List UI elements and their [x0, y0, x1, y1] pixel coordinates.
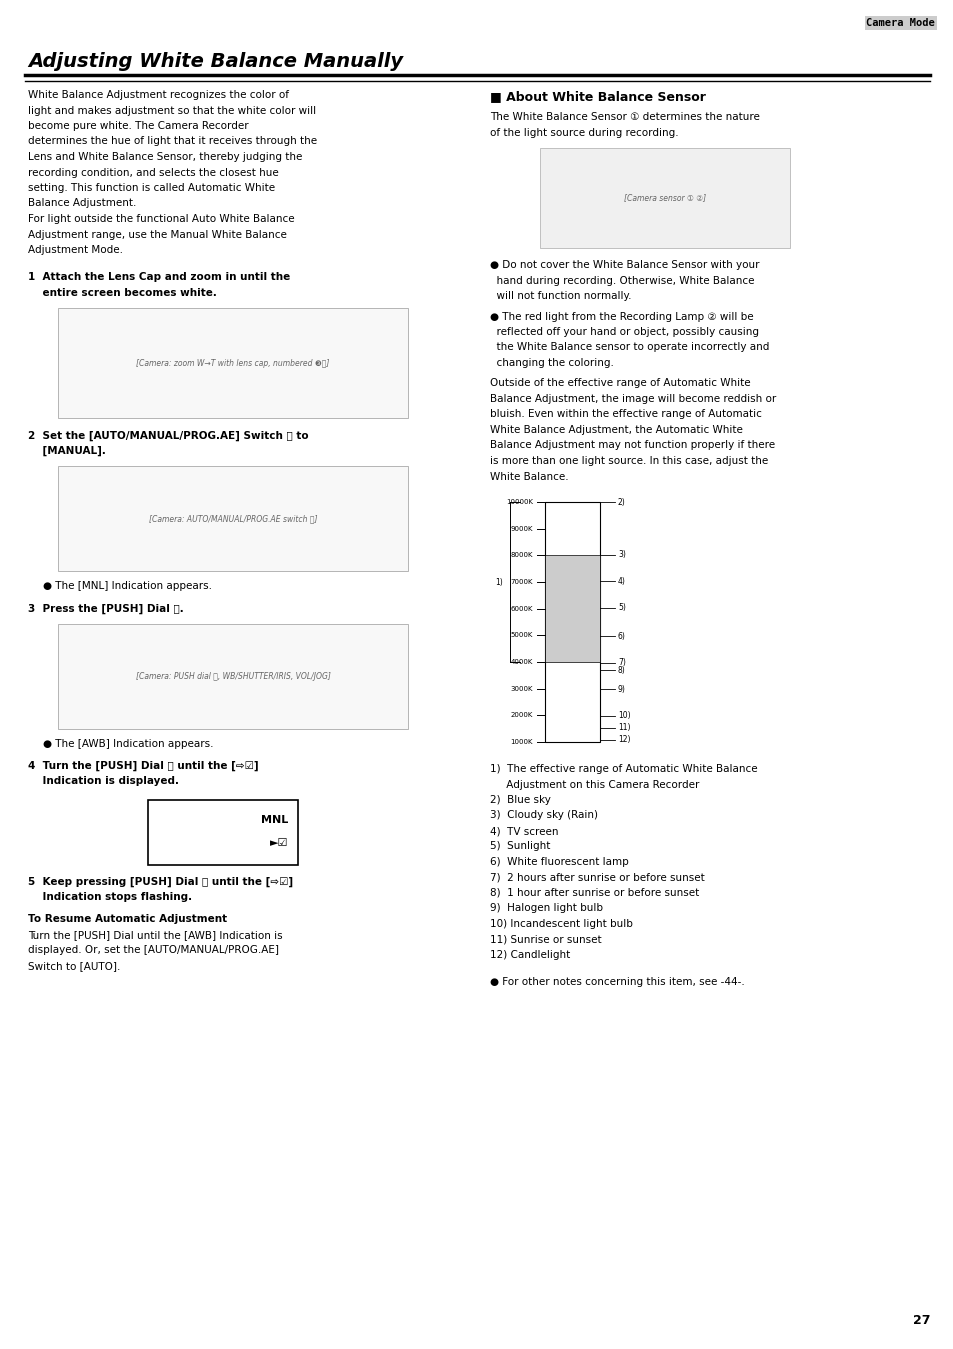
- Text: [Camera: zoom W→T with lens cap, numbered ❸⓪]: [Camera: zoom W→T with lens cap, numbere…: [136, 359, 330, 368]
- Text: Balance Adjustment may not function properly if there: Balance Adjustment may not function prop…: [490, 441, 774, 451]
- Text: 10) Incandescent light bulb: 10) Incandescent light bulb: [490, 919, 632, 929]
- Text: light and makes adjustment so that the white color will: light and makes adjustment so that the w…: [28, 105, 315, 116]
- Text: [Camera sensor ① ②]: [Camera sensor ① ②]: [623, 193, 705, 202]
- Text: 4): 4): [618, 577, 625, 585]
- Bar: [544, 502, 599, 742]
- Bar: [58, 625, 408, 728]
- Text: bluish. Even within the effective range of Automatic: bluish. Even within the effective range …: [490, 410, 761, 420]
- Text: Switch to [AUTO].: Switch to [AUTO].: [28, 960, 120, 971]
- Text: become pure white. The Camera Recorder: become pure white. The Camera Recorder: [28, 121, 249, 131]
- Text: 6): 6): [618, 631, 625, 641]
- Text: 8)  1 hour after sunrise or before sunset: 8) 1 hour after sunrise or before sunset: [490, 888, 699, 898]
- Text: Adjustment Mode.: Adjustment Mode.: [28, 246, 123, 255]
- Text: 7): 7): [618, 658, 625, 668]
- Text: 12) Candlelight: 12) Candlelight: [490, 950, 570, 960]
- Text: 4  Turn the [PUSH] Dial ⓓ until the [⇨☑]: 4 Turn the [PUSH] Dial ⓓ until the [⇨☑]: [28, 761, 258, 772]
- Text: ● The [MNL] Indication appears.: ● The [MNL] Indication appears.: [43, 581, 212, 591]
- Text: Outside of the effective range of Automatic White: Outside of the effective range of Automa…: [490, 379, 750, 389]
- Text: 3000K: 3000K: [510, 685, 533, 692]
- Text: ■ About White Balance Sensor: ■ About White Balance Sensor: [490, 90, 705, 103]
- Text: 5): 5): [618, 603, 625, 612]
- Text: recording condition, and selects the closest hue: recording condition, and selects the clo…: [28, 167, 278, 178]
- Text: 3)  Cloudy sky (Rain): 3) Cloudy sky (Rain): [490, 811, 598, 820]
- Text: ● For other notes concerning this item, see -44-.: ● For other notes concerning this item, …: [490, 978, 744, 987]
- Text: Turn the [PUSH] Dial until the [AWB] Indication is: Turn the [PUSH] Dial until the [AWB] Ind…: [28, 929, 282, 940]
- Text: Balance Adjustment.: Balance Adjustment.: [28, 198, 136, 209]
- Text: White Balance Adjustment recognizes the color of: White Balance Adjustment recognizes the …: [28, 90, 289, 100]
- Text: 5)  Sunlight: 5) Sunlight: [490, 842, 550, 851]
- Text: 7000K: 7000K: [510, 579, 533, 585]
- Text: 12): 12): [618, 735, 630, 745]
- Bar: [539, 148, 789, 248]
- Text: ● Do not cover the White Balance Sensor with your: ● Do not cover the White Balance Sensor …: [490, 260, 759, 270]
- Text: 3  Press the [PUSH] Dial ⓓ.: 3 Press the [PUSH] Dial ⓓ.: [28, 603, 184, 614]
- Text: 4000K: 4000K: [510, 660, 533, 665]
- Text: Adjusting White Balance Manually: Adjusting White Balance Manually: [28, 53, 403, 71]
- Text: MNL: MNL: [260, 815, 288, 826]
- Text: the White Balance sensor to operate incorrectly and: the White Balance sensor to operate inco…: [490, 343, 768, 352]
- Bar: [58, 309, 408, 418]
- Text: [Camera: AUTO/MANUAL/PROG.AE switch ⓮]: [Camera: AUTO/MANUAL/PROG.AE switch ⓮]: [149, 514, 317, 523]
- Text: Adjustment range, use the Manual White Balance: Adjustment range, use the Manual White B…: [28, 229, 287, 240]
- Text: determines the hue of light that it receives through the: determines the hue of light that it rece…: [28, 136, 316, 147]
- Text: 1): 1): [495, 577, 502, 587]
- Text: is more than one light source. In this case, adjust the: is more than one light source. In this c…: [490, 456, 767, 465]
- Text: [Camera: PUSH dial ⓮, WB/SHUTTER/IRIS, VOL/JOG]: [Camera: PUSH dial ⓮, WB/SHUTTER/IRIS, V…: [135, 672, 330, 681]
- Text: White Balance Adjustment, the Automatic White: White Balance Adjustment, the Automatic …: [490, 425, 742, 434]
- Text: hand during recording. Otherwise, White Balance: hand during recording. Otherwise, White …: [490, 275, 754, 286]
- Text: 1)  The effective range of Automatic White Balance: 1) The effective range of Automatic Whit…: [490, 764, 757, 774]
- Text: 11) Sunrise or sunset: 11) Sunrise or sunset: [490, 935, 601, 944]
- Text: 2  Set the [AUTO/MANUAL/PROG.AE] Switch ⓕ to: 2 Set the [AUTO/MANUAL/PROG.AE] Switch ⓕ…: [28, 430, 309, 441]
- Text: Camera Mode: Camera Mode: [865, 18, 934, 28]
- Text: 2000K: 2000K: [510, 712, 533, 718]
- Text: Indication stops flashing.: Indication stops flashing.: [28, 893, 192, 902]
- Text: 9)  Halogen light bulb: 9) Halogen light bulb: [490, 904, 602, 913]
- Text: reflected off your hand or object, possibly causing: reflected off your hand or object, possi…: [490, 326, 759, 337]
- Text: White Balance.: White Balance.: [490, 472, 568, 482]
- Text: 3): 3): [618, 550, 625, 560]
- Text: 6)  White fluorescent lamp: 6) White fluorescent lamp: [490, 857, 628, 867]
- Text: 9): 9): [618, 685, 625, 693]
- Text: Adjustment on this Camera Recorder: Adjustment on this Camera Recorder: [490, 780, 699, 789]
- Bar: [58, 467, 408, 572]
- Text: [MANUAL].: [MANUAL].: [28, 447, 106, 456]
- Text: 11): 11): [618, 723, 630, 733]
- Text: 6000K: 6000K: [510, 606, 533, 611]
- Text: 10): 10): [618, 711, 630, 720]
- Text: Balance Adjustment, the image will become reddish or: Balance Adjustment, the image will becom…: [490, 394, 776, 403]
- Text: ►☑: ►☑: [269, 838, 288, 849]
- Text: displayed. Or, set the [AUTO/MANUAL/PROG.AE]: displayed. Or, set the [AUTO/MANUAL/PROG…: [28, 946, 278, 955]
- Bar: [544, 556, 599, 662]
- Text: For light outside the functional Auto White Balance: For light outside the functional Auto Wh…: [28, 214, 294, 224]
- Text: 8): 8): [618, 665, 625, 674]
- Text: 8000K: 8000K: [510, 552, 533, 558]
- Text: 9000K: 9000K: [510, 526, 533, 532]
- Text: Indication is displayed.: Indication is displayed.: [28, 777, 179, 786]
- Text: ● The [AWB] Indication appears.: ● The [AWB] Indication appears.: [43, 739, 213, 749]
- Bar: [148, 800, 297, 865]
- Text: Lens and White Balance Sensor, thereby judging the: Lens and White Balance Sensor, thereby j…: [28, 152, 302, 162]
- Text: 7)  2 hours after sunrise or before sunset: 7) 2 hours after sunrise or before sunse…: [490, 873, 704, 882]
- Text: will not function normally.: will not function normally.: [490, 291, 631, 301]
- Text: 10000K: 10000K: [505, 499, 533, 505]
- Text: 5  Keep pressing [PUSH] Dial ⓓ until the [⇨☑]: 5 Keep pressing [PUSH] Dial ⓓ until the …: [28, 877, 293, 888]
- Text: of the light source during recording.: of the light source during recording.: [490, 128, 678, 138]
- Text: 4)  TV screen: 4) TV screen: [490, 826, 558, 836]
- Text: ● The red light from the Recording Lamp ② will be: ● The red light from the Recording Lamp …: [490, 312, 753, 321]
- Text: 2)  Blue sky: 2) Blue sky: [490, 795, 550, 805]
- Text: entire screen becomes white.: entire screen becomes white.: [28, 287, 216, 298]
- Text: 1  Attach the Lens Cap and zoom in until the: 1 Attach the Lens Cap and zoom in until …: [28, 272, 290, 282]
- Text: 2): 2): [618, 498, 625, 506]
- Text: 27: 27: [911, 1314, 929, 1327]
- Text: 1000K: 1000K: [510, 739, 533, 745]
- Text: 5000K: 5000K: [510, 633, 533, 638]
- Text: changing the coloring.: changing the coloring.: [490, 357, 613, 368]
- Text: setting. This function is called Automatic White: setting. This function is called Automat…: [28, 183, 274, 193]
- Text: The White Balance Sensor ① determines the nature: The White Balance Sensor ① determines th…: [490, 112, 760, 121]
- Text: To Resume Automatic Adjustment: To Resume Automatic Adjustment: [28, 915, 227, 924]
